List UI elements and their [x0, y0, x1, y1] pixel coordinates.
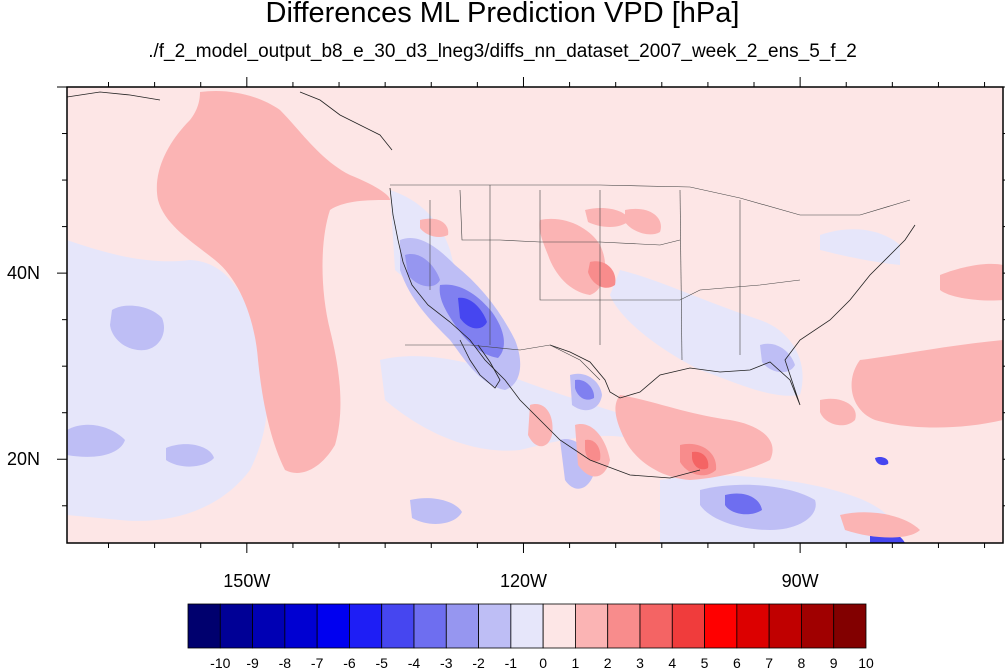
colorbar-label: 7 — [765, 655, 774, 671]
negative-region-light — [380, 356, 640, 451]
positive-region — [840, 512, 920, 538]
colorbar-swatch — [833, 603, 867, 649]
negative-region-medium — [110, 305, 165, 351]
colorbar-label: 3 — [636, 655, 644, 671]
colorbar-label: 8 — [797, 655, 806, 671]
negative-region-light — [610, 270, 803, 396]
colorbar-label: -9 — [246, 655, 259, 671]
contour-field — [67, 90, 1003, 543]
colorbar-label: 2 — [603, 655, 612, 671]
positive-region — [420, 218, 449, 238]
colorbar-label: 4 — [668, 655, 677, 671]
negative-region-medium — [67, 424, 125, 457]
colorbar-label: -3 — [440, 655, 453, 671]
axis-ticks — [57, 77, 1005, 553]
coastlines — [67, 91, 916, 479]
lon-tick-label: 150W — [223, 571, 271, 591]
positive-region-strong — [588, 261, 616, 288]
colorbar-label: 0 — [539, 655, 548, 671]
colorbar-label: -5 — [375, 655, 388, 671]
colorbar-label: -8 — [278, 655, 292, 671]
colorbar-label: 6 — [732, 655, 741, 671]
lon-tick-label: 120W — [499, 571, 547, 591]
colorbar-swatch — [478, 603, 512, 649]
positive-region-strong — [692, 451, 709, 470]
map-frame — [66, 86, 1004, 544]
colorbar-label: -4 — [407, 655, 421, 671]
negative-region-medium — [760, 343, 795, 373]
colorbar-swatch — [671, 603, 705, 649]
colorbar-label: -1 — [504, 655, 518, 671]
colorbar-label: -10 — [210, 655, 231, 671]
positive-region — [851, 340, 1003, 428]
colorbar-swatch — [639, 603, 673, 649]
colorbar-swatch — [284, 603, 318, 649]
positive-region-strong — [585, 439, 601, 462]
colorbar-label: -7 — [310, 655, 324, 671]
colorbar-label: -2 — [472, 655, 485, 671]
positive-region — [820, 398, 856, 426]
negative-region-medium — [166, 444, 214, 467]
map-subtitle: ./f_2_model_output_b8_e_30_d3_lneg3/diff… — [148, 41, 857, 62]
negative-region-medium — [410, 498, 462, 524]
positive-region — [615, 395, 773, 480]
colorbar-swatch — [736, 603, 770, 649]
colorbar-swatch — [575, 603, 609, 649]
negative-region-strong — [458, 297, 487, 329]
negative-region-strong — [875, 456, 889, 466]
negative-region-strong — [725, 493, 762, 515]
colorbar-swatch — [316, 603, 350, 649]
positive-region — [585, 208, 630, 227]
colorbar-swatch — [187, 603, 221, 649]
colorbar-label: 9 — [829, 655, 838, 671]
lat-tick-label: 40N — [6, 263, 40, 284]
colorbar-swatch — [704, 603, 738, 649]
colorbar-swatch — [219, 603, 253, 649]
colorbar-label: -6 — [343, 655, 356, 671]
map-title: Differences ML Prediction VPD [hPa] — [265, 0, 740, 29]
colorbar-swatch — [252, 603, 286, 649]
colorbar-swatch — [607, 603, 641, 649]
colorbar-swatch — [413, 603, 447, 649]
borders — [390, 184, 911, 381]
negative-region-strong — [575, 379, 595, 400]
colorbar-label: 10 — [858, 655, 874, 671]
colorbar-swatch — [381, 603, 415, 649]
positive-region — [940, 263, 1003, 301]
colorbar-label: 5 — [700, 655, 709, 671]
positive-region — [625, 208, 661, 235]
colorbar-swatch — [445, 603, 479, 649]
colorbar — [187, 603, 867, 649]
negative-region-light — [820, 229, 900, 265]
colorbar-swatch — [542, 603, 576, 649]
positive-region — [539, 218, 606, 295]
colorbar-label: 1 — [571, 655, 580, 671]
colorbar-swatch — [768, 603, 802, 649]
colorbar-swatch — [349, 603, 383, 649]
lon-tick-label: 90W — [781, 571, 819, 591]
colorbar-swatch — [801, 603, 835, 649]
colorbar-swatch — [510, 603, 544, 649]
lat-tick-label: 20N — [6, 449, 40, 470]
negative-region-strong — [405, 254, 440, 287]
positive-region — [156, 90, 390, 473]
